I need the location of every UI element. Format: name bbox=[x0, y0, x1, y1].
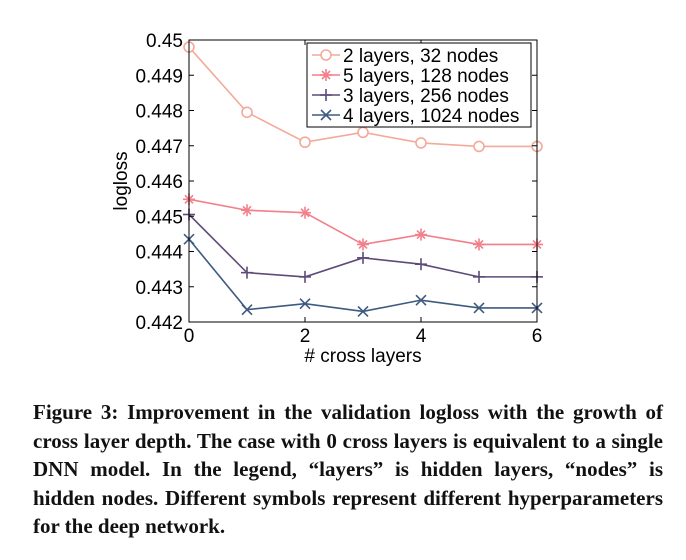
y-tick-label: 0.444 bbox=[135, 243, 183, 264]
legend-item: 2 layers, 32 nodes bbox=[312, 46, 498, 67]
legend-label: 2 layers, 32 nodes bbox=[343, 46, 498, 67]
data-point bbox=[299, 270, 311, 283]
x-tick-label: 4 bbox=[416, 326, 427, 347]
legend-label: 5 layers, 128 nodes bbox=[343, 66, 509, 87]
data-point bbox=[357, 251, 369, 264]
legend-marker bbox=[320, 49, 332, 61]
x-tick-label: 2 bbox=[300, 326, 311, 347]
data-point bbox=[299, 206, 311, 219]
y-axis: 0.442 0.443 0.444 0.445 0.446 0.447 0.448 0.449… bbox=[135, 31, 537, 334]
data-point bbox=[299, 298, 311, 310]
data-point bbox=[415, 228, 427, 241]
legend-item: 3 layers, 256 nodes bbox=[312, 86, 509, 107]
data-point bbox=[473, 270, 485, 283]
x-tick-label: 6 bbox=[532, 326, 543, 347]
data-point bbox=[473, 140, 485, 153]
legend-label: 3 layers, 256 nodes bbox=[343, 86, 509, 107]
figure-caption: Figure 3: Improvement in the validation … bbox=[33, 400, 663, 538]
data-point bbox=[357, 126, 369, 139]
legend-item: 4 layers, 1024 nodes bbox=[312, 106, 519, 127]
x-tick-label: 0 bbox=[184, 326, 195, 347]
y-tick-label: 0.443 bbox=[135, 278, 183, 299]
y-tick-label: 0.449 bbox=[135, 66, 183, 87]
y-tick-label: 0.448 bbox=[135, 102, 183, 123]
data-point bbox=[415, 258, 427, 271]
legend-item: 5 layers, 128 nodes bbox=[312, 66, 509, 87]
legend-marker bbox=[320, 89, 332, 101]
y-tick-label: 0.442 bbox=[135, 313, 183, 334]
data-point bbox=[415, 294, 427, 306]
y-axis-label: logloss bbox=[111, 151, 132, 210]
data-point bbox=[241, 106, 253, 119]
series-1 bbox=[183, 41, 543, 153]
data-point bbox=[241, 204, 253, 217]
y-tick-label: 0.45 bbox=[146, 31, 183, 52]
y-tick-label: 0.446 bbox=[135, 172, 183, 193]
data-point bbox=[357, 305, 369, 317]
data-point bbox=[357, 238, 369, 251]
legend-box bbox=[306, 42, 532, 128]
x-axis-label: # cross layers bbox=[304, 346, 421, 367]
data-point bbox=[241, 304, 253, 316]
x-axis: 0 2 4 6 bbox=[184, 40, 543, 347]
data-point bbox=[473, 238, 485, 251]
y-tick-label: 0.445 bbox=[135, 207, 183, 228]
data-point bbox=[415, 137, 427, 149]
legend-marker bbox=[320, 69, 332, 81]
data-point bbox=[241, 266, 253, 279]
data-point bbox=[299, 136, 311, 149]
legend-label: 4 layers, 1024 nodes bbox=[343, 106, 519, 127]
y-tick-label: 0.447 bbox=[135, 137, 183, 158]
legend-marker bbox=[320, 109, 332, 121]
logloss-line-chart: 0.442 0.443 0.444 0.445 0.446 0.447 0.448 0.449… bbox=[111, 31, 543, 367]
data-point bbox=[473, 302, 485, 314]
